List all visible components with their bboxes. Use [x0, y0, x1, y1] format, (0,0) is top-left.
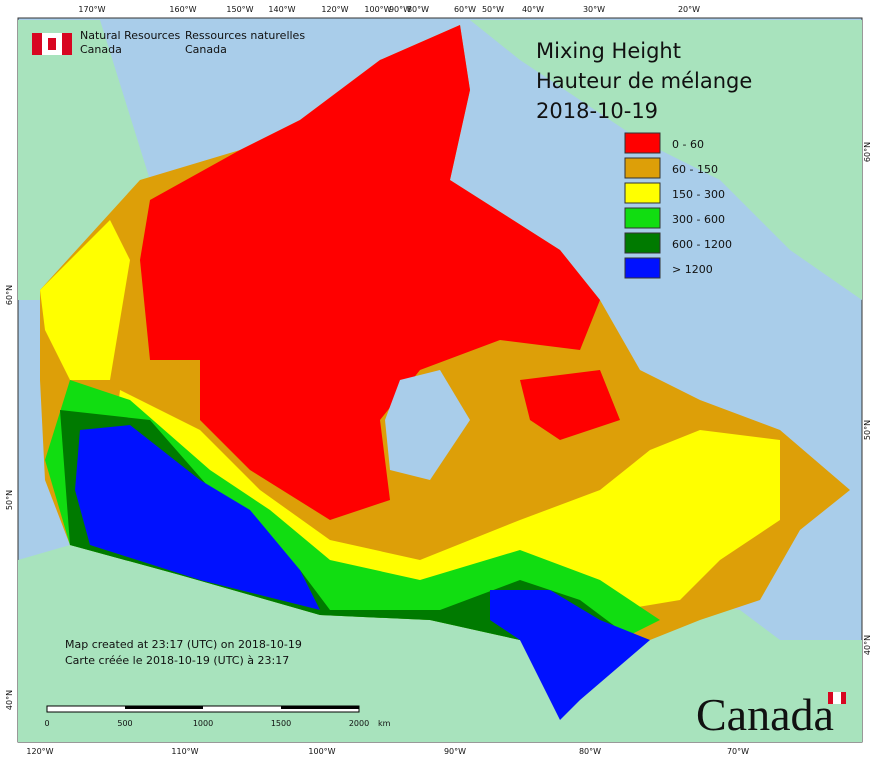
graticule-label: 170°W	[78, 5, 105, 14]
graticule-label: 60°W	[454, 5, 476, 14]
legend-swatch	[624, 182, 661, 204]
title: Hauteur de mélange	[536, 69, 752, 93]
graticule-label: 150°W	[226, 5, 253, 14]
hudson-bay	[385, 370, 470, 480]
graticule-label: 90°W	[389, 5, 411, 14]
graticule-label: 140°W	[268, 5, 295, 14]
credit: Map created at 23:17 (UTC) on 2018-10-19	[65, 638, 302, 651]
graticule-label: 120°W	[26, 747, 53, 756]
scale-label: 2000	[349, 719, 369, 728]
legend-swatch	[624, 157, 661, 179]
zone-yellow	[110, 390, 780, 640]
graticule-label: 20°W	[678, 5, 700, 14]
greenland	[470, 20, 862, 300]
legend-swatch	[624, 132, 661, 154]
zone-red-east	[520, 370, 620, 440]
graticule-label: 50°N	[863, 420, 872, 440]
scale-bar	[46, 705, 360, 713]
zone-blue-east	[490, 590, 650, 720]
org-en: Canada	[80, 43, 122, 56]
graticule-label: 90°W	[444, 747, 466, 756]
graticule-label: 160°W	[169, 5, 196, 14]
graticule-label: 60°N	[863, 142, 872, 162]
legend-label: 0 - 60	[672, 138, 704, 151]
legend-label: > 1200	[672, 263, 713, 276]
legend-label: 60 - 150	[672, 163, 718, 176]
graticule-label: 100°W	[364, 5, 391, 14]
graticule-label: 60°N	[5, 285, 14, 305]
zone-red	[140, 25, 600, 520]
legend-label: 600 - 1200	[672, 238, 732, 251]
legend-swatch	[624, 207, 661, 229]
usa	[18, 545, 862, 742]
org-en: Natural Resources	[80, 29, 181, 42]
graticule-label: 80°W	[579, 747, 601, 756]
legend-label: 150 - 300	[672, 188, 725, 201]
scale-label: 1500	[271, 719, 291, 728]
title: 2018-10-19	[536, 99, 658, 123]
zone-blue-west	[75, 425, 320, 610]
graticule-label: 50°W	[482, 5, 504, 14]
graticule-label: 70°W	[727, 747, 749, 756]
graticule-label: 120°W	[321, 5, 348, 14]
graticule-label: 110°W	[171, 747, 198, 756]
graticule-label: 40°N	[863, 635, 872, 655]
scale-unit: km	[378, 719, 391, 728]
legend-swatch	[624, 232, 661, 254]
title: Mixing Height	[536, 39, 681, 63]
flag-leaf	[48, 38, 56, 50]
legend-swatch	[624, 257, 661, 279]
scale-label: 0	[44, 719, 49, 728]
graticule-label: 80°W	[407, 5, 429, 14]
graticule-label: 100°W	[308, 747, 335, 756]
credit: Carte créée le 2018-10-19 (UTC) à 23:17	[65, 654, 289, 667]
graticule-label: 50°N	[5, 490, 14, 510]
scale-label: 500	[117, 719, 132, 728]
scale-label: 1000	[193, 719, 213, 728]
zone-yellow-nw	[40, 220, 130, 380]
alaska	[18, 20, 150, 300]
graticule-label: 30°W	[583, 5, 605, 14]
legend-label: 300 - 600	[672, 213, 725, 226]
org-fr: Canada	[185, 43, 227, 56]
org-fr: Ressources naturelles	[185, 29, 305, 42]
graticule-label: 40°N	[5, 690, 14, 710]
graticule-label: 40°W	[522, 5, 544, 14]
wordmark-flag-white	[833, 692, 841, 704]
wordmark: Canada	[696, 689, 834, 740]
